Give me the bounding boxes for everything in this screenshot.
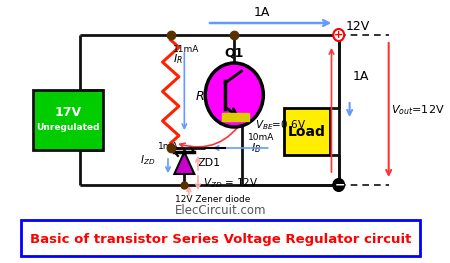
Text: 1mA: 1mA <box>158 142 178 151</box>
Circle shape <box>205 63 263 127</box>
Circle shape <box>333 179 344 191</box>
Bar <box>21 220 420 256</box>
Bar <box>284 108 330 155</box>
Text: ElecCircuit.com: ElecCircuit.com <box>175 204 266 216</box>
Circle shape <box>333 29 344 41</box>
Text: +: + <box>334 30 343 40</box>
Text: Q1: Q1 <box>225 46 244 59</box>
Text: $I_B$: $I_B$ <box>251 141 261 155</box>
Text: $V_{ZD}$ = 12V: $V_{ZD}$ = 12V <box>202 176 258 190</box>
Text: ZD1: ZD1 <box>197 158 220 168</box>
Text: Load: Load <box>288 124 326 139</box>
Text: $V_{out}$=12V: $V_{out}$=12V <box>392 103 445 117</box>
FancyArrowPatch shape <box>180 117 245 148</box>
Text: $I_R$: $I_R$ <box>172 52 182 66</box>
Text: 1A: 1A <box>253 6 270 19</box>
Bar <box>221 113 249 121</box>
Text: 17V: 17V <box>54 107 81 119</box>
Text: 1A: 1A <box>352 70 369 83</box>
Text: 12V: 12V <box>346 20 370 33</box>
Text: 12V Zener diode: 12V Zener diode <box>175 195 251 204</box>
Text: Basic of transistor Series Voltage Regulator circuit: Basic of transistor Series Voltage Regul… <box>30 232 411 245</box>
Text: Unregulated: Unregulated <box>36 123 99 132</box>
Text: 11mA: 11mA <box>172 44 199 53</box>
Text: $V_{BE}$=0.6V: $V_{BE}$=0.6V <box>255 118 306 132</box>
Polygon shape <box>174 152 194 174</box>
Text: −: − <box>334 179 345 191</box>
Text: $I_{ZD}$: $I_{ZD}$ <box>140 153 155 167</box>
Text: 10mA: 10mA <box>248 134 274 143</box>
Bar <box>33 90 103 150</box>
Text: R: R <box>196 90 205 103</box>
